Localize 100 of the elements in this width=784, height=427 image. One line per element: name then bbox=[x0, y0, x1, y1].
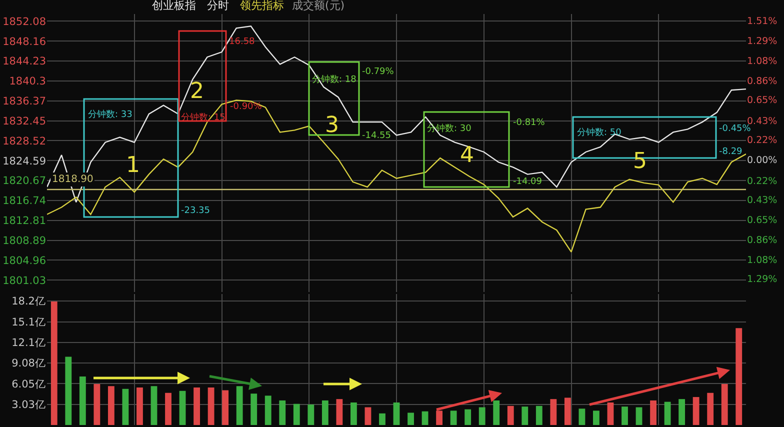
annotation: -0.45% bbox=[719, 124, 752, 134]
annotation: 16.58 bbox=[229, 37, 256, 47]
bar bbox=[522, 406, 528, 425]
y-tick-label: 15.1亿 bbox=[12, 316, 46, 329]
y-tick-label: 18.2亿 bbox=[12, 295, 46, 308]
annotation: 1 bbox=[126, 153, 140, 178]
annotation: -14.55 bbox=[362, 131, 392, 141]
bar bbox=[736, 328, 742, 425]
y-tick-label: 3.03亿 bbox=[12, 399, 46, 412]
bar bbox=[550, 399, 557, 425]
y2-tick-label: 0.43% bbox=[747, 116, 778, 127]
bar bbox=[593, 410, 600, 425]
y-tick-label: 1808.89 bbox=[2, 234, 46, 247]
y-tick-label: 9.08亿 bbox=[12, 358, 46, 370]
chart-title: 创业板指 bbox=[152, 0, 196, 12]
y2-tick-label: 0.65% bbox=[747, 95, 778, 106]
series-label: 分时 bbox=[207, 0, 229, 12]
ref-line-label: 1818.90 bbox=[52, 174, 94, 185]
bar bbox=[94, 384, 100, 425]
bar bbox=[507, 406, 514, 425]
bar bbox=[450, 410, 457, 425]
y-tick-label: 1836.37 bbox=[2, 96, 46, 108]
annotation: 2 bbox=[190, 79, 204, 104]
bar bbox=[564, 398, 571, 425]
y-tick-label: 1824.59 bbox=[2, 155, 46, 168]
bar bbox=[308, 404, 314, 425]
y2-tick-label: 0.22% bbox=[747, 176, 778, 187]
y2-tick-label: 1.51% bbox=[747, 16, 778, 27]
bar bbox=[236, 386, 243, 425]
y2-tick-label: 0.43% bbox=[747, 195, 778, 206]
text: 成交额(元) bbox=[292, 0, 345, 12]
bar bbox=[707, 392, 714, 425]
bar bbox=[364, 407, 372, 425]
y2-tick-label: 0.22% bbox=[747, 135, 778, 146]
y2-tick-label: 1.29% bbox=[747, 274, 778, 285]
bar bbox=[122, 388, 129, 425]
bar bbox=[279, 400, 286, 425]
bar bbox=[678, 399, 686, 425]
bar bbox=[293, 404, 300, 425]
y-tick-label: 1816.74 bbox=[2, 195, 46, 208]
y2-tick-label: 0.86% bbox=[747, 235, 778, 246]
bar bbox=[79, 376, 86, 425]
text: 领先指标 bbox=[240, 0, 284, 12]
bar bbox=[322, 400, 328, 425]
bar bbox=[108, 386, 114, 425]
annotation: -0.81% bbox=[513, 118, 546, 128]
bar bbox=[464, 409, 472, 425]
bar bbox=[50, 302, 58, 425]
bar bbox=[408, 412, 414, 425]
annotation: 4 bbox=[460, 143, 474, 168]
y-tick-label: 1848.16 bbox=[2, 36, 46, 48]
bar bbox=[150, 386, 158, 425]
bar bbox=[379, 413, 386, 425]
bar bbox=[65, 356, 72, 425]
y2-tick-label: 0.86% bbox=[747, 76, 778, 87]
y2-tick-label: 0.65% bbox=[747, 215, 778, 226]
bar bbox=[692, 397, 700, 425]
bar bbox=[264, 396, 272, 425]
annotation: 分钟数: 30 bbox=[427, 123, 472, 134]
annotation: -14.09 bbox=[513, 177, 542, 187]
y-tick-label: 1801.03 bbox=[2, 274, 46, 287]
bar bbox=[222, 390, 229, 425]
y-tick-label: 1828.52 bbox=[2, 135, 46, 148]
y-tick-label: 1812.81 bbox=[2, 215, 46, 228]
y-tick-label: 6.05亿 bbox=[12, 378, 46, 390]
y2-tick-label: 1.08% bbox=[747, 255, 778, 266]
bar bbox=[194, 387, 200, 425]
annotation: 分钟数: 33 bbox=[88, 109, 132, 120]
bar bbox=[136, 387, 143, 425]
y-tick-label: 1820.67 bbox=[2, 175, 46, 188]
y2-tick-label: 1.08% bbox=[747, 56, 778, 67]
bar bbox=[721, 384, 728, 425]
y-tick-label: 1840.3 bbox=[9, 76, 46, 88]
bar bbox=[393, 402, 400, 425]
bar bbox=[336, 399, 343, 425]
bar bbox=[636, 407, 642, 425]
bar bbox=[536, 406, 542, 425]
bar bbox=[208, 387, 214, 425]
bar bbox=[622, 406, 628, 425]
bar bbox=[350, 402, 357, 425]
annotation: 3 bbox=[325, 113, 339, 138]
annotation: -23.35 bbox=[181, 206, 210, 216]
bar bbox=[422, 411, 428, 425]
bar bbox=[664, 402, 671, 425]
annotation: -0.79% bbox=[362, 67, 394, 77]
y-tick-label: 1852.08 bbox=[2, 16, 46, 28]
bar bbox=[650, 400, 656, 425]
y2-tick-label: 1.29% bbox=[747, 36, 778, 47]
bar bbox=[165, 392, 172, 425]
bar bbox=[250, 394, 258, 425]
y-tick-label: 1844.23 bbox=[2, 56, 46, 68]
bar bbox=[578, 408, 586, 425]
bar bbox=[179, 390, 186, 425]
bar bbox=[478, 407, 486, 425]
annotation: -8.29 bbox=[719, 147, 743, 157]
y-tick-label: 1804.96 bbox=[2, 254, 46, 267]
y2-tick-label: 0.00% bbox=[747, 155, 778, 166]
annotation: -0.90% bbox=[230, 102, 262, 112]
y-tick-label: 1832.45 bbox=[2, 115, 46, 128]
y-tick-label: 12.1亿 bbox=[12, 337, 46, 350]
